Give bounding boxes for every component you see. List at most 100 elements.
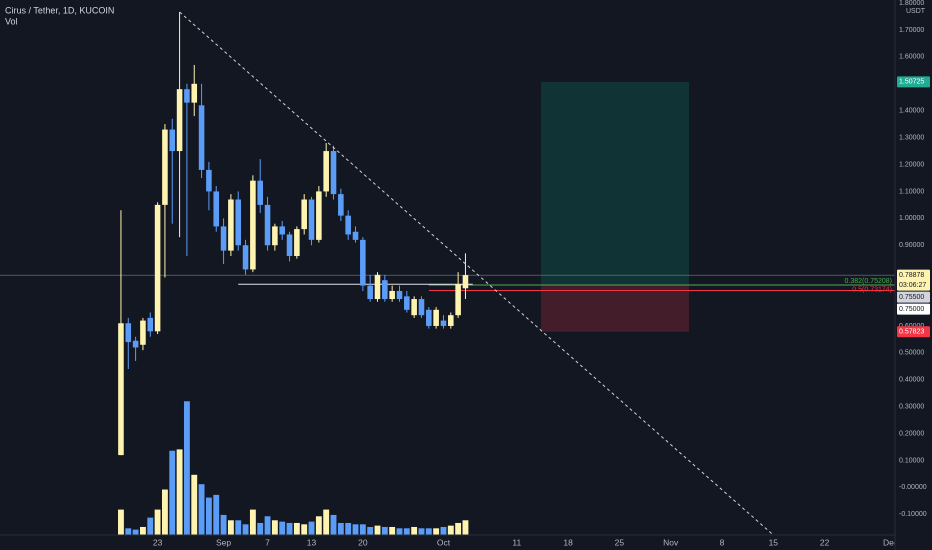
candle-body <box>440 320 447 326</box>
y-tick-label: 1.30000 <box>899 134 924 141</box>
volume-bar <box>242 524 249 535</box>
y-tick-label: 0.20000 <box>899 430 924 437</box>
price-badge-label: 0.75500 <box>899 294 924 301</box>
candle-body <box>257 180 264 205</box>
volume-bar <box>389 526 396 535</box>
volume-bar <box>118 509 124 535</box>
x-tick-label: 20 <box>358 537 368 547</box>
volume-bar <box>374 525 381 535</box>
price-badge <box>897 303 930 315</box>
y-tick-label: 1.70000 <box>899 27 924 34</box>
candle-body <box>206 169 212 192</box>
fib-level-label: 0.382(0.75208) <box>845 278 892 285</box>
candle-body <box>352 231 359 240</box>
volume-bar <box>301 524 308 535</box>
y-tick-label: 0.40000 <box>899 377 924 384</box>
x-tick-label: 23 <box>153 537 163 547</box>
candle-body <box>294 229 300 256</box>
candle-body <box>118 323 124 456</box>
y-tick-label: 0.30000 <box>899 404 924 411</box>
y-tick-label: 0.50000 <box>899 350 924 357</box>
candle-body <box>411 299 417 316</box>
volume-bar <box>411 526 418 535</box>
candle-body <box>301 199 307 230</box>
x-tick-label: 7 <box>265 537 270 547</box>
price-badge <box>897 269 930 291</box>
candle-body <box>176 89 183 152</box>
candle-body <box>250 180 256 270</box>
volume-bar <box>286 522 293 535</box>
candle-body <box>147 317 154 332</box>
volume-bar <box>455 522 462 535</box>
candle-body <box>242 245 249 270</box>
volume-label: Vol <box>5 16 18 26</box>
price-badge-label: 0.75000 <box>899 306 924 313</box>
candle-body <box>323 151 329 192</box>
volume-bar <box>359 524 366 535</box>
volume-bar <box>140 526 146 535</box>
candle-body <box>198 105 205 170</box>
y-tick-label: 0.60000 <box>899 323 924 330</box>
volume-bar <box>213 494 220 535</box>
volume-bar <box>396 528 403 535</box>
candle-body <box>367 285 373 300</box>
volume-bar <box>235 520 242 535</box>
candle-body <box>360 239 366 286</box>
candle-body <box>286 234 293 256</box>
x-tick-label: Sep <box>216 537 231 547</box>
volume-bar <box>440 526 447 535</box>
volume-bar <box>205 497 212 535</box>
volume-bar <box>403 528 410 535</box>
volume-bar <box>191 474 198 535</box>
candle-body <box>308 199 315 240</box>
volume-bar <box>323 509 330 535</box>
candle-body <box>272 226 278 246</box>
volume-bar <box>161 489 168 535</box>
volume-bar <box>154 509 161 535</box>
volume-bar <box>345 522 352 535</box>
y-tick-label: 1.10000 <box>899 188 924 195</box>
candle-body <box>404 296 410 310</box>
y-tick-label: -0.00000 <box>899 484 927 491</box>
volume-bar <box>330 514 337 535</box>
currency-label: USDT <box>906 8 926 15</box>
candle-body <box>418 299 425 316</box>
volume-bar <box>183 401 190 535</box>
candle-body <box>338 194 344 216</box>
volume-bar <box>125 528 132 535</box>
y-tick-label: -0.10000 <box>899 511 927 518</box>
volume-bar <box>279 521 286 535</box>
candle-body <box>396 290 403 300</box>
volume-bar <box>257 522 264 535</box>
volume-bar <box>227 520 234 535</box>
time-axis: 23 Sep 7 13 20 Oct 11 18 25 Nov 8 15 22 Dec <box>0 534 932 547</box>
candle-body <box>191 83 198 103</box>
y-tick-label: 0.90000 <box>899 242 924 249</box>
x-tick-label: Oct <box>437 537 451 547</box>
candle-body <box>374 274 381 300</box>
volume-bar <box>147 517 154 535</box>
candle-body <box>345 215 351 235</box>
price-badge-label: 0.57823 <box>899 329 924 336</box>
volume-bar <box>176 449 183 535</box>
position-profit-zone <box>540 81 690 285</box>
volume-bar <box>293 522 300 535</box>
candle-body <box>220 226 227 251</box>
y-tick-label: 1.00000 <box>899 215 924 222</box>
price-badge <box>897 76 930 88</box>
candle-body <box>264 204 271 246</box>
volume-bar <box>367 526 374 535</box>
candle-body <box>455 284 461 316</box>
price-badge <box>897 291 930 303</box>
plot-area: 0.382(0.75208)0.5(0.73174) <box>0 11 895 536</box>
candle-body <box>279 226 285 235</box>
price-badge <box>897 326 930 338</box>
countdown-label: 03:06:27 <box>899 282 926 289</box>
x-tick-label: 11 <box>512 537 521 547</box>
candle-body <box>389 290 395 300</box>
x-tick-label: 22 <box>820 537 830 547</box>
candle-body <box>462 275 469 289</box>
candle-body <box>132 340 139 348</box>
candle-body <box>448 315 454 326</box>
x-tick-label: Nov <box>663 537 679 547</box>
